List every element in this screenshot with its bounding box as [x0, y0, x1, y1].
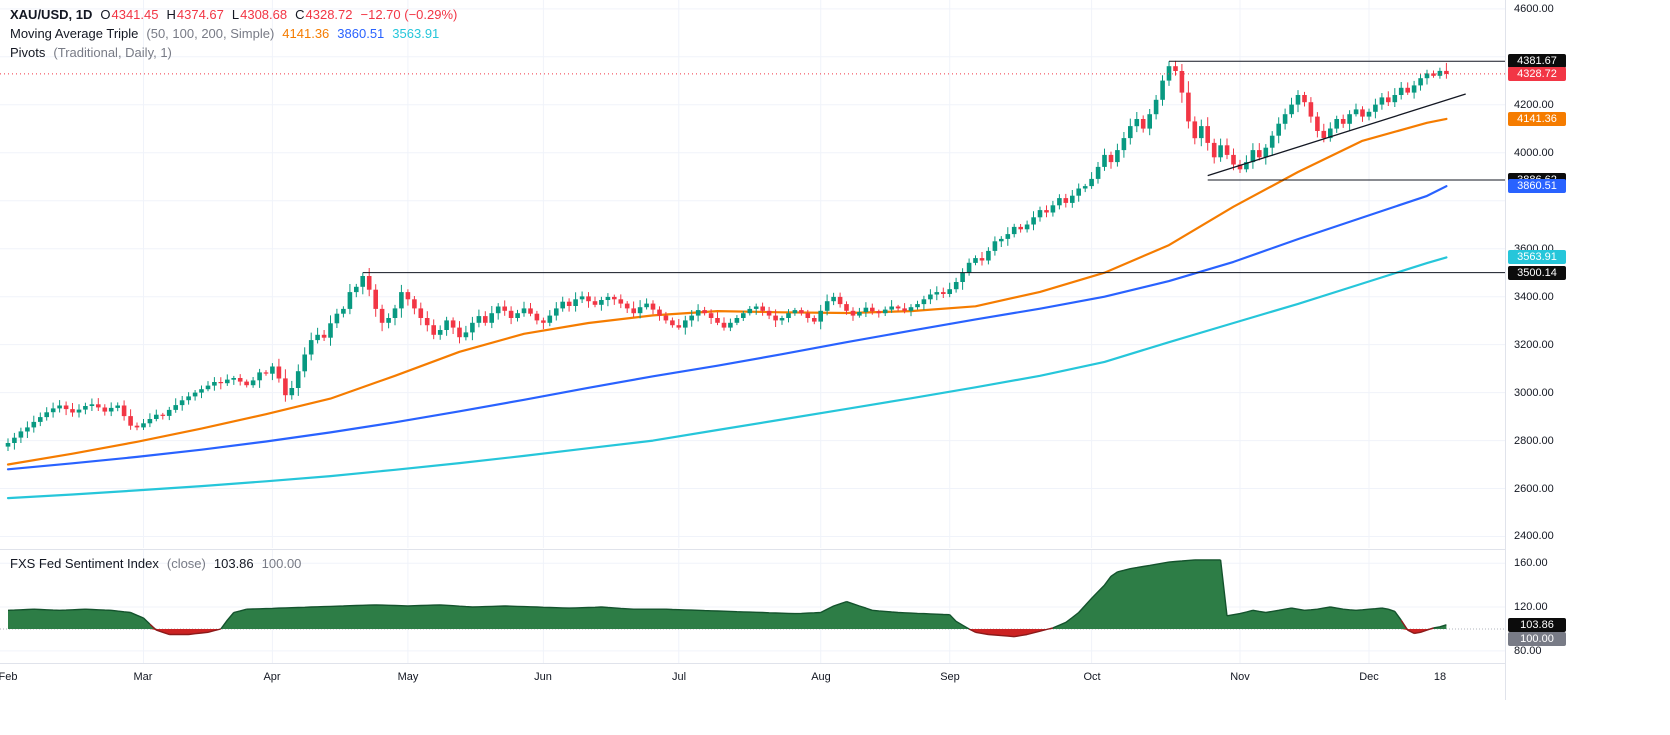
main-legend: XAU/USD, 1D O 4341.45 H 4374.67 L 4308.68 C… [10, 5, 457, 62]
price-badge: 4141.36 [1508, 112, 1566, 126]
ma200-value: 3563.91 [392, 26, 440, 41]
price-axis-label: 4000.00 [1514, 147, 1554, 159]
pane-separator [0, 549, 1575, 550]
ohlc-high-value: 4374.67 [176, 7, 224, 22]
sentiment-indicator-title: FXS Fed Sentiment Index [10, 556, 159, 571]
ohlc-open-value: 4341.45 [111, 7, 159, 22]
time-axis-month-label: Feb [0, 671, 18, 683]
sentiment-axis-label: 160.00 [1514, 557, 1548, 569]
pivots-indicator-params: (Traditional, Daily, 1) [53, 45, 172, 60]
price-axis-label: 3200.00 [1514, 339, 1554, 351]
sentiment-baseline-value: 100.00 [261, 556, 302, 571]
price-badge: 3563.91 [1508, 250, 1566, 264]
time-axis-month-label: Nov [1230, 671, 1250, 683]
sentiment-indicator-params: (close) [166, 556, 206, 571]
ohlc-open-key: O [100, 7, 111, 22]
time-axis-month-label: Jul [671, 671, 687, 683]
time-axis-day-label: 18 [1433, 671, 1447, 683]
pivots-indicator-title: Pivots [10, 45, 46, 60]
price-axis-label: 4200.00 [1514, 99, 1554, 111]
time-axis-month-label: Aug [811, 671, 831, 683]
ohlc-open: O 4341.45 [100, 7, 158, 22]
main-chart-pane[interactable] [0, 0, 1505, 549]
ohlc-low-value: 4308.68 [240, 7, 288, 22]
price-axis-label: 2600.00 [1514, 483, 1554, 495]
ohlc-high: H 4374.67 [166, 7, 223, 22]
time-axis-month-label: Oct [1083, 671, 1101, 683]
ma50-value: 4141.36 [282, 26, 330, 41]
change-value: −12.70 (−0.29%) [360, 7, 458, 22]
price-axis-label: 3400.00 [1514, 291, 1554, 303]
ohlc-close: C 4328.72 [295, 7, 352, 22]
sentiment-value: 103.86 [213, 556, 254, 571]
symbol-title: XAU/USD, 1D [10, 7, 93, 22]
time-axis-month-label: Dec [1359, 671, 1379, 683]
sentiment-axis-label: 80.00 [1514, 645, 1542, 657]
time-axis-month-label: Sep [940, 671, 960, 683]
sentiment-badge: 100.00 [1508, 632, 1566, 646]
time-axis-month-label: Apr [263, 671, 281, 683]
ma-indicator-params: (50, 100, 200, Simple) [146, 26, 275, 41]
price-axis-label: 4600.00 [1514, 3, 1554, 15]
ohlc-close-value: 4328.72 [305, 7, 353, 22]
sentiment-axis-label: 120.00 [1514, 601, 1548, 613]
time-axis[interactable]: Feb Mar Apr May Jun Jul Aug Sep Oct Nov Dec 18 [0, 664, 1505, 696]
ohlc-low: L 4308.68 [232, 7, 287, 22]
sentiment-badge: 103.86 [1508, 618, 1566, 632]
sentiment-chart-pane[interactable] [0, 550, 1505, 663]
price-axis-label: 3000.00 [1514, 387, 1554, 399]
price-badge: 3500.14 [1508, 266, 1566, 280]
price-badge: 4328.72 [1508, 67, 1566, 81]
ohlc-close-key: C [295, 7, 305, 22]
ma100-value: 3860.51 [337, 26, 385, 41]
price-axis[interactable]: 4600.00 4200.00 4000.00 3600.00 3400.00 3200.… [1505, 0, 1576, 700]
price-badge: 4381.67 [1508, 54, 1566, 68]
ma-legend-row[interactable]: Moving Average Triple (50, 100, 200, Sim… [10, 24, 457, 43]
time-axis-month-label: Mar [133, 671, 153, 683]
time-axis-month-label: May [397, 671, 419, 683]
time-axis-month-label: Jun [534, 671, 552, 683]
pivots-legend-row[interactable]: Pivots (Traditional, Daily, 1) [10, 43, 457, 62]
ma-indicator-title: Moving Average Triple [10, 26, 139, 41]
ohlc-low-key: L [231, 7, 240, 22]
sentiment-legend: FXS Fed Sentiment Index (close) 103.86 1… [10, 554, 301, 573]
symbol-legend-row[interactable]: XAU/USD, 1D O 4341.45 H 4374.67 L 4308.68 C… [10, 5, 457, 24]
time-axis-separator [0, 663, 1575, 664]
price-axis-label: 2400.00 [1514, 530, 1554, 542]
price-badge: 3860.51 [1508, 179, 1566, 193]
price-axis-label: 2800.00 [1514, 435, 1554, 447]
ohlc-high-key: H [166, 7, 176, 22]
sentiment-legend-row[interactable]: FXS Fed Sentiment Index (close) 103.86 1… [10, 554, 301, 573]
